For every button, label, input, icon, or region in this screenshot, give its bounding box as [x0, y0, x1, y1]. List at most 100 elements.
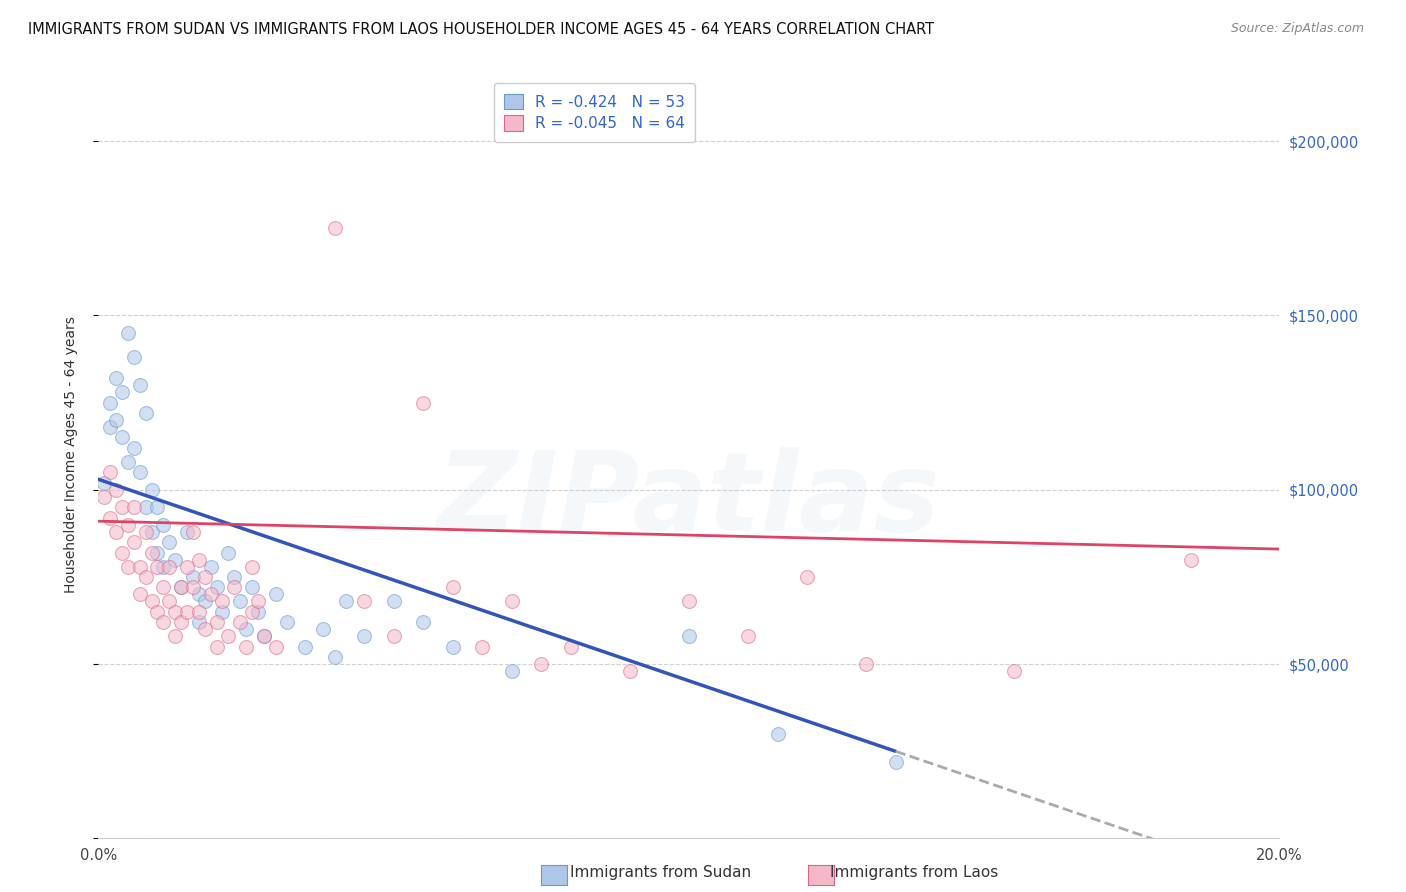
Point [170, 615, 193, 630]
Point [412, 395, 434, 409]
Point [176, 559, 198, 574]
Point [501, 594, 523, 608]
Text: ZIPatlas: ZIPatlas [437, 448, 941, 555]
Point [181, 581, 204, 595]
Point [152, 581, 174, 595]
Text: Immigrants from Laos: Immigrants from Laos [830, 865, 998, 880]
Legend: R = -0.424   N = 53, R = -0.045   N = 64: R = -0.424 N = 53, R = -0.045 N = 64 [494, 83, 696, 142]
Point [217, 629, 239, 643]
Point [128, 466, 150, 480]
Point [224, 570, 246, 584]
Y-axis label: Householder Income Ages 45 - 64 years: Householder Income Ages 45 - 64 years [63, 317, 77, 593]
Point [382, 629, 405, 643]
Point [501, 664, 523, 678]
Point [382, 594, 405, 608]
Point [884, 755, 907, 769]
Point [471, 640, 494, 654]
Point [141, 545, 163, 559]
Point [229, 594, 252, 608]
Point [157, 559, 180, 574]
Point [141, 594, 163, 608]
Point [135, 406, 157, 420]
Point [335, 594, 357, 608]
Point [253, 629, 276, 643]
Point [181, 570, 204, 584]
Point [312, 622, 335, 636]
Point [294, 640, 316, 654]
Point [128, 587, 150, 601]
Point [146, 559, 169, 574]
Point [135, 524, 157, 539]
Point [530, 657, 553, 672]
Point [170, 581, 193, 595]
Point [122, 500, 145, 515]
Point [105, 524, 128, 539]
Point [240, 605, 263, 619]
Point [441, 640, 464, 654]
Point [152, 559, 174, 574]
Point [235, 622, 257, 636]
Point [441, 581, 464, 595]
Point [128, 559, 150, 574]
Point [146, 545, 169, 559]
Point [157, 535, 180, 549]
Point [165, 552, 187, 566]
Point [205, 640, 228, 654]
Point [111, 385, 134, 400]
Point [111, 500, 134, 515]
Point [187, 552, 209, 566]
Point [146, 500, 169, 515]
Text: IMMIGRANTS FROM SUDAN VS IMMIGRANTS FROM LAOS HOUSEHOLDER INCOME AGES 45 - 64 YE: IMMIGRANTS FROM SUDAN VS IMMIGRANTS FROM… [28, 22, 934, 37]
Point [253, 629, 276, 643]
Point [111, 430, 134, 444]
Point [240, 559, 263, 574]
Point [194, 622, 217, 636]
Point [187, 587, 209, 601]
Point [200, 559, 222, 574]
Point [122, 535, 145, 549]
Point [105, 413, 128, 427]
Point [135, 500, 157, 515]
Point [211, 605, 233, 619]
Point [737, 629, 759, 643]
Point [117, 455, 139, 469]
Point [98, 466, 121, 480]
Point [353, 629, 375, 643]
Text: Source: ZipAtlas.com: Source: ZipAtlas.com [1230, 22, 1364, 36]
Point [240, 581, 263, 595]
Point [766, 727, 789, 741]
Point [276, 615, 298, 630]
Point [205, 615, 228, 630]
Point [93, 490, 115, 504]
Point [353, 594, 375, 608]
Point [796, 570, 818, 584]
Point [128, 378, 150, 392]
Point [187, 605, 209, 619]
Point [211, 594, 233, 608]
Point [165, 605, 187, 619]
Point [855, 657, 877, 672]
Point [246, 594, 269, 608]
Point [224, 581, 246, 595]
Point [217, 545, 239, 559]
Point [264, 640, 287, 654]
Text: Immigrants from Sudan: Immigrants from Sudan [571, 865, 751, 880]
Point [678, 629, 700, 643]
Point [200, 587, 222, 601]
Point [105, 371, 128, 385]
Point [323, 221, 346, 235]
Point [117, 326, 139, 340]
Point [264, 587, 287, 601]
Point [246, 605, 269, 619]
Point [135, 570, 157, 584]
Point [176, 605, 198, 619]
Point [98, 420, 121, 434]
Point [146, 605, 169, 619]
Point [181, 524, 204, 539]
Point [619, 664, 641, 678]
Point [194, 570, 217, 584]
Point [141, 483, 163, 497]
Point [187, 615, 209, 630]
Point [141, 524, 163, 539]
Point [560, 640, 582, 654]
